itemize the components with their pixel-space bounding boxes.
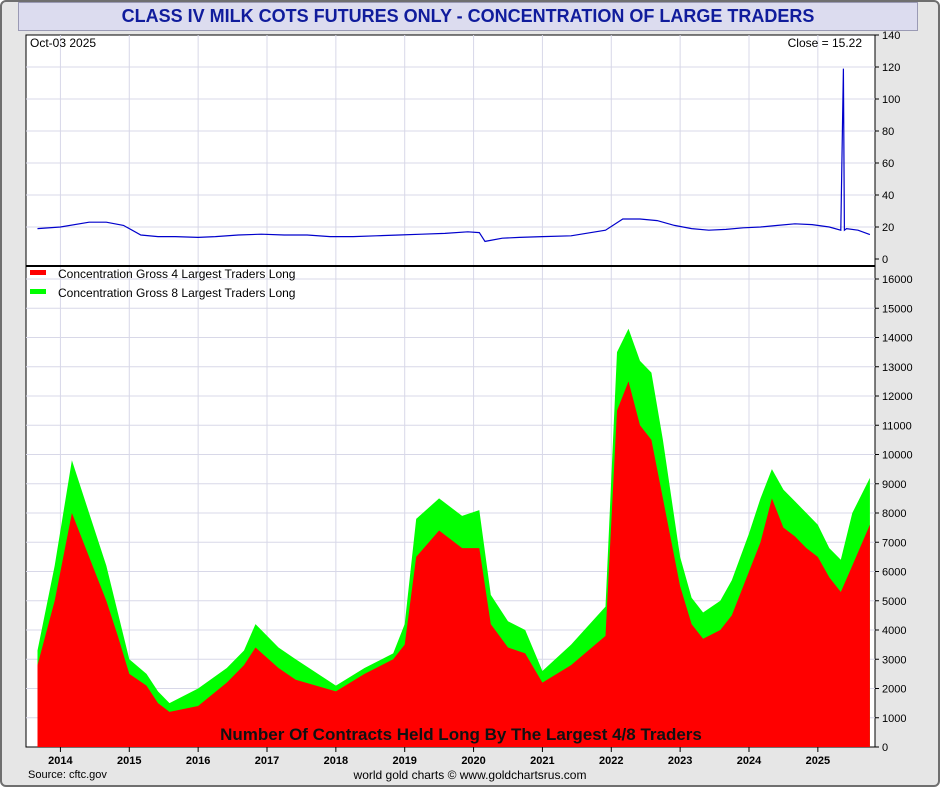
bottom-panel-title: Number Of Contracts Held Long By The Lar… [220,725,702,744]
bottom-y-tick-label: 16000 [882,274,913,286]
bottom-y-tick-label: 15000 [882,303,913,315]
top-y-tick-label: 120 [882,62,900,74]
legend-label-gross4: Concentration Gross 4 Largest Traders Lo… [58,267,295,281]
x-tick-label: 2021 [530,755,554,767]
bottom-y-tick-label: 6000 [882,567,906,579]
x-tick-label: 2015 [117,755,141,767]
bottom-y-tick-label: 11000 [882,420,912,432]
chart-title: CLASS IV MILK COTS FUTURES ONLY - CONCEN… [18,2,918,31]
x-tick-label: 2020 [461,755,485,767]
legend-swatch-gross4 [30,270,46,275]
x-tick-label: 2022 [599,755,623,767]
x-tick-label: 2019 [392,755,416,767]
bottom-y-tick-label: 3000 [882,654,906,666]
bottom-y-tick-label: 5000 [882,596,906,608]
top-y-tick-label: 0 [882,254,888,266]
bottom-y-tick-label: 12000 [882,391,913,403]
top-y-tick-label: 60 [882,158,894,170]
x-tick-label: 2017 [255,755,279,767]
top-y-tick-label: 40 [882,190,894,202]
bottom-panel-y-axis: 0 1000 2000 3000 4000 5000 6000 7000 8000 9000 100… [875,274,913,754]
bottom-panel-areas [37,328,870,747]
x-tick-label: 2023 [668,755,692,767]
top-y-tick-label: 80 [882,126,894,138]
x-tick-label: 2014 [48,755,73,767]
x-tick-label: 2018 [324,755,348,767]
bottom-y-tick-label: 2000 [882,684,906,696]
bottom-y-tick-label: 1000 [882,713,906,725]
bottom-y-tick-label: 13000 [882,362,913,374]
date-label: Oct-03 2025 [30,36,96,50]
series-line-top [37,68,871,243]
top-panel-grid [26,35,875,266]
bottom-y-tick-label: 7000 [882,537,906,549]
credit-label: world gold charts © www.goldchartsrus.co… [353,768,587,782]
area-gross4-traders [37,381,870,747]
close-label: Close = 15.22 [788,36,863,50]
bottom-y-tick-label: 0 [882,742,888,754]
legend: Concentration Gross 4 Largest Traders Lo… [30,267,295,300]
x-tick-label: 2016 [186,755,210,767]
source-label: Source: cftc.gov [28,769,107,781]
bottom-y-tick-label: 8000 [882,508,906,520]
x-axis: 2014 2015 2016 2017 2018 2019 2020 2021 2022 2023… [48,747,830,767]
bottom-y-tick-label: 14000 [882,333,913,345]
top-y-tick-label: 100 [882,94,900,106]
legend-swatch-gross8 [30,289,46,294]
top-panel-y-axis: 0 20 40 60 80 100 120 140 [875,30,900,266]
x-tick-label: 2025 [806,755,830,767]
top-y-tick-label: 140 [882,30,900,42]
bottom-y-tick-label: 4000 [882,625,906,637]
top-y-tick-label: 20 [882,222,894,234]
bottom-y-tick-label: 9000 [882,479,906,491]
bottom-y-tick-label: 10000 [882,450,913,462]
x-tick-label: 2024 [737,755,762,767]
top-panel-line [37,68,871,243]
legend-label-gross8: Concentration Gross 8 Largest Traders Lo… [58,286,295,300]
